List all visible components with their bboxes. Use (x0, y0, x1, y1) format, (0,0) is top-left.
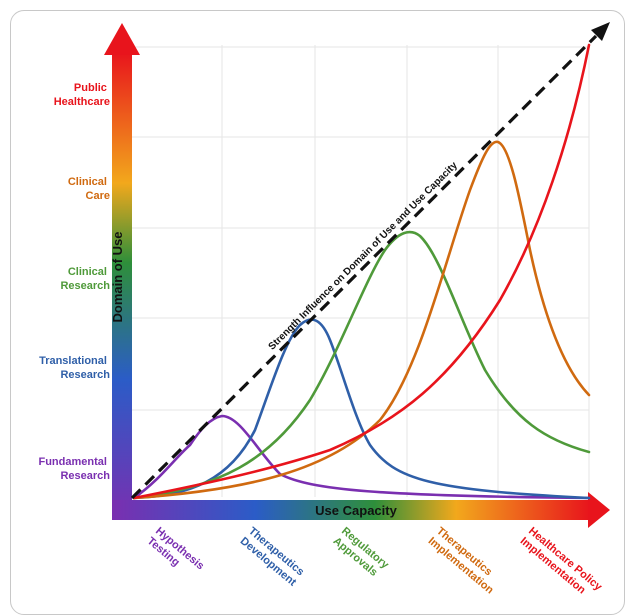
y-axis-bar (112, 52, 132, 520)
stage-label-therapeutics-development: Therapeutics Development (238, 525, 309, 590)
level-label-clinical-research: Clinical Research (60, 266, 110, 292)
curve-healthcare-policy-implementation (132, 43, 591, 500)
y-axis-arrowhead (104, 23, 140, 55)
x-axis-bar (112, 500, 590, 520)
curve-therapeutics-implementation (132, 140, 591, 500)
stage-label-regulatory-approvals: Regulatory Approvals (331, 525, 393, 583)
stage-label-healthcare-policy-implementation: Healthcare Policy Implementation (518, 525, 607, 605)
curve-hypothesis-testing (132, 414, 591, 500)
x-axis-arrowhead (588, 492, 610, 528)
stage-label-therapeutics-implementation: Therapeutics Implementation (426, 525, 505, 597)
diagonal-arrowhead (591, 22, 610, 41)
y-level-labels: Public Healthcare Clinical Care Clinical… (38, 82, 110, 482)
strength-diagonal-arrow (130, 34, 598, 500)
grid (132, 45, 590, 497)
x-stage-labels: Hypothesis Testing Therapeutics Developm… (145, 525, 607, 605)
y-axis-title: Domain of Use (110, 231, 125, 322)
level-label-translational-research: Translational Research (39, 355, 110, 381)
x-axis-title: Use Capacity (315, 503, 397, 518)
diagonal-label: Strength Influence on Domain of Use and … (267, 160, 460, 353)
curve-regulatory-approvals (132, 230, 591, 500)
stage-label-hypothesis-testing: Hypothesis Testing (145, 525, 209, 584)
curves (132, 43, 591, 500)
level-label-fundamental-research: Fundamental Research (38, 456, 110, 482)
level-label-public-healthcare: Public Healthcare (54, 82, 110, 108)
level-label-clinical-care: Clinical Care (68, 176, 110, 202)
curve-therapeutics-development (132, 318, 591, 500)
